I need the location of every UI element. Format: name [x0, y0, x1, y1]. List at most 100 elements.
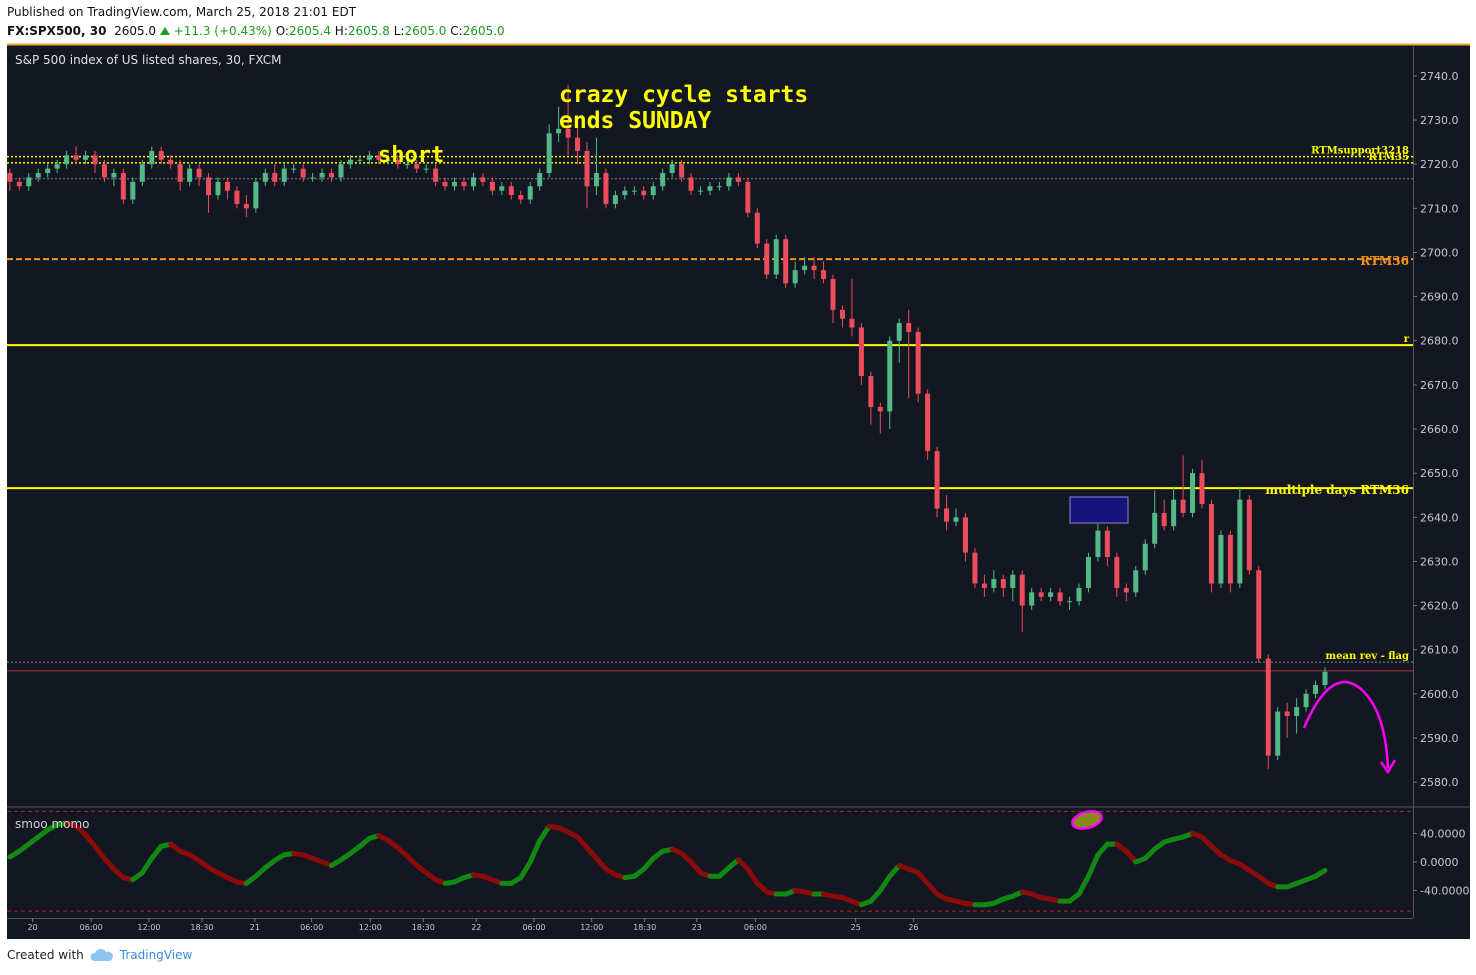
y-tick-label: 2620.0	[1420, 600, 1459, 613]
x-tick-label: 25	[851, 923, 861, 932]
candle-body	[1265, 658, 1271, 756]
candle-body	[319, 173, 325, 178]
candle-body	[1123, 587, 1129, 593]
candle-body	[111, 173, 117, 178]
candle-body	[442, 181, 448, 187]
candle-body	[26, 177, 32, 187]
created-with: Created with	[7, 948, 84, 962]
x-tick-label: 21	[250, 923, 260, 932]
candle-body	[716, 186, 722, 188]
x-tick-label: 20	[27, 923, 37, 932]
x-tick-label: 06:00	[300, 923, 323, 932]
candle-body	[1246, 499, 1252, 571]
candle-body	[489, 181, 495, 191]
y-tick-label: 2660.0	[1420, 423, 1459, 436]
candle-body	[499, 186, 505, 191]
y-tick-label: 0.0000	[1420, 856, 1459, 869]
candle-body	[45, 168, 51, 174]
y-tick-label: 2670.0	[1420, 379, 1459, 392]
candle-body	[395, 159, 401, 165]
x-tick-label: 18:30	[412, 923, 435, 932]
level-label: RTM35	[1368, 152, 1409, 163]
candle-body	[1000, 579, 1006, 588]
candle-body	[272, 173, 278, 182]
candle-body	[792, 270, 798, 284]
y-tick-label: 2700.0	[1420, 246, 1459, 259]
candle-body	[877, 406, 883, 412]
candle-body	[215, 181, 221, 196]
momentum-segment	[1085, 852, 1101, 879]
x-tick-label: 18:30	[190, 923, 213, 932]
candle-body	[830, 278, 836, 310]
y-tick-label: -40.0000	[1420, 884, 1469, 897]
candle-body	[565, 128, 571, 138]
candle-body	[1085, 557, 1091, 588]
candle-body	[149, 150, 155, 165]
o-label: O:	[275, 24, 289, 38]
candle-body	[953, 517, 959, 522]
momentum-segment	[1076, 873, 1091, 897]
l-value: 2605.0	[404, 24, 447, 38]
candle-body	[92, 155, 98, 165]
candle-body	[802, 265, 808, 271]
candle-body	[1142, 543, 1148, 571]
annotation: crazy cycle starts	[559, 82, 808, 108]
candle-body	[187, 168, 193, 182]
candle-body	[622, 190, 628, 196]
y-tick-label: 2610.0	[1420, 644, 1459, 657]
y-tick-label: 2730.0	[1420, 114, 1459, 127]
c-label: C:	[450, 24, 463, 38]
candle-body	[404, 164, 410, 166]
candle-body	[612, 195, 618, 204]
level-label: mean rev - flag	[1326, 651, 1409, 662]
annotation: ends SUNDAY	[559, 108, 711, 134]
y-tick-label: 2690.0	[1420, 291, 1459, 304]
candle-body	[593, 173, 599, 187]
momentum-segment	[149, 843, 164, 861]
x-tick-label: 12:00	[580, 923, 603, 932]
candle-body	[773, 239, 779, 275]
candle-body	[679, 164, 685, 178]
y-tick-label: 2640.0	[1420, 511, 1459, 524]
x-tick-label: 26	[908, 923, 918, 932]
x-tick-label: 22	[471, 923, 481, 932]
candle-body	[461, 181, 467, 187]
published: Published on TradingView.com, March 25, …	[7, 5, 357, 19]
candle-body	[669, 164, 675, 174]
candle-body	[1095, 530, 1101, 558]
candle-body	[1208, 504, 1214, 584]
candle-body	[310, 177, 316, 179]
candle-body	[480, 177, 486, 182]
candle-body	[1218, 534, 1224, 584]
candle-body	[83, 155, 89, 160]
x-tick-label: 23	[692, 923, 702, 932]
symbol: FX:SPX500, 30	[7, 24, 107, 38]
candle-body	[1067, 601, 1073, 603]
candle-body	[650, 186, 656, 196]
candle-body	[1303, 693, 1309, 708]
candle-body	[735, 177, 741, 182]
y-tick-label: 2740.0	[1420, 70, 1459, 83]
candle-body	[944, 508, 950, 522]
chart-background	[7, 44, 1470, 939]
candle-body	[64, 155, 70, 165]
candle-body	[73, 155, 79, 160]
candle-body	[641, 190, 647, 196]
candle-body	[130, 181, 136, 200]
candle-body	[896, 323, 902, 341]
candle-body	[1227, 534, 1233, 584]
candle-body	[745, 181, 751, 213]
momentum-segment	[877, 873, 893, 893]
candle-body	[707, 186, 713, 191]
x-tick-label: 12:00	[359, 923, 382, 932]
y-tick-label: 2590.0	[1420, 732, 1459, 745]
main-legend: S&P 500 index of US listed shares, 30, F…	[15, 53, 281, 67]
up-arrow	[159, 27, 170, 35]
candle-body	[1322, 671, 1328, 686]
level-label: multiple days RTM36	[1265, 483, 1409, 497]
footer: Created with TradingView	[7, 948, 192, 962]
x-tick-label: 06:00	[744, 923, 767, 932]
candle-body	[1133, 570, 1139, 593]
candle-body	[414, 164, 420, 169]
candle-body	[1256, 570, 1262, 659]
